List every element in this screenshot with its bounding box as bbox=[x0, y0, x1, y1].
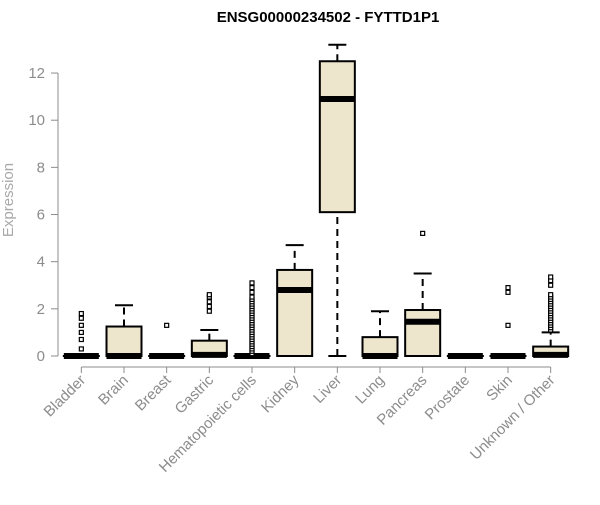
y-tick-label: 6 bbox=[37, 207, 45, 224]
box-kidney bbox=[277, 245, 312, 356]
y-tick-label: 10 bbox=[28, 112, 45, 129]
outlier-point bbox=[250, 281, 254, 285]
outlier-point bbox=[250, 286, 254, 290]
outlier-point bbox=[506, 323, 510, 327]
box-liver bbox=[320, 45, 355, 356]
box-lung bbox=[363, 311, 398, 356]
outlier-point bbox=[250, 290, 254, 294]
outlier-point bbox=[506, 290, 510, 294]
x-tick-label: Kidney bbox=[258, 371, 303, 416]
y-axis-label: Expression bbox=[0, 163, 17, 237]
x-tick-label: Prostate bbox=[422, 372, 474, 424]
y-tick-label: 12 bbox=[28, 65, 45, 82]
x-tick-label: Breast bbox=[132, 371, 175, 414]
x-tick-label: Lung bbox=[352, 372, 388, 408]
y-tick-label: 2 bbox=[37, 301, 45, 318]
outlier-point bbox=[79, 316, 83, 320]
y-tick-label: 4 bbox=[37, 254, 45, 271]
outlier-point bbox=[79, 347, 83, 351]
outlier-point bbox=[549, 275, 553, 279]
box-body bbox=[277, 270, 312, 356]
outlier-point bbox=[207, 309, 211, 313]
outlier-point bbox=[421, 231, 425, 235]
outlier-point bbox=[207, 300, 211, 304]
x-tick-label: Brain bbox=[95, 372, 132, 409]
outlier-point bbox=[165, 323, 169, 327]
box-pancreas bbox=[405, 231, 440, 356]
x-tick-label: Skin bbox=[483, 372, 516, 405]
box-gastric bbox=[192, 293, 227, 356]
outlier-point bbox=[79, 337, 83, 341]
boxes-group bbox=[64, 45, 568, 356]
box-skin bbox=[491, 286, 526, 356]
outlier-point bbox=[207, 293, 211, 297]
x-tick-label: Liver bbox=[310, 372, 345, 407]
outlier-point bbox=[79, 323, 83, 327]
box-breast bbox=[149, 323, 184, 356]
outlier-point bbox=[549, 283, 553, 287]
outlier-point bbox=[79, 312, 83, 316]
box-bladder bbox=[64, 312, 99, 356]
outlier-point bbox=[506, 286, 510, 290]
x-tick-label: Bladder bbox=[41, 372, 90, 421]
box-hematopoietic-cells bbox=[235, 281, 270, 356]
box-unknown-other bbox=[533, 275, 568, 356]
box-brain bbox=[107, 305, 142, 356]
outlier-point bbox=[207, 304, 211, 308]
box-body bbox=[405, 310, 440, 356]
outlier-point bbox=[549, 293, 553, 297]
y-axis: 0 2 4 6 8 10 12 bbox=[28, 65, 58, 365]
y-tick-label: 8 bbox=[37, 159, 45, 176]
box-body bbox=[320, 61, 355, 212]
outlier-point bbox=[250, 295, 254, 299]
y-tick-label: 0 bbox=[37, 348, 45, 365]
chart-title: ENSG00000234502 - FYTTD1P1 bbox=[217, 9, 440, 26]
outlier-point bbox=[79, 330, 83, 334]
box-body bbox=[107, 327, 142, 356]
